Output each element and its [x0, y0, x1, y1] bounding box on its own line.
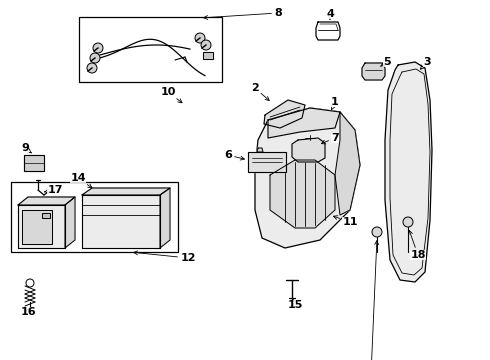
- Bar: [203, 52, 213, 59]
- Polygon shape: [11, 182, 178, 252]
- Polygon shape: [203, 52, 213, 59]
- Polygon shape: [257, 148, 263, 152]
- Bar: [79, 17, 222, 82]
- Text: 7: 7: [321, 133, 339, 144]
- Polygon shape: [82, 195, 160, 248]
- Polygon shape: [362, 63, 385, 80]
- Polygon shape: [255, 108, 360, 248]
- Polygon shape: [248, 152, 286, 172]
- Text: 4: 4: [326, 9, 334, 19]
- Polygon shape: [24, 155, 44, 171]
- Bar: [42, 213, 50, 218]
- Polygon shape: [292, 138, 325, 162]
- Bar: [11, 182, 178, 252]
- Circle shape: [87, 63, 97, 73]
- Text: 10: 10: [160, 87, 182, 103]
- Text: 9: 9: [21, 143, 31, 153]
- Text: 14: 14: [70, 173, 92, 188]
- Polygon shape: [22, 210, 52, 244]
- Polygon shape: [18, 197, 75, 205]
- Text: 11: 11: [334, 216, 358, 227]
- Polygon shape: [79, 17, 222, 82]
- Text: 3: 3: [420, 57, 431, 69]
- Text: 2: 2: [251, 83, 269, 100]
- Circle shape: [195, 33, 205, 43]
- Text: 6: 6: [224, 150, 245, 160]
- Bar: [24, 155, 44, 171]
- Text: 13: 13: [352, 241, 379, 360]
- Circle shape: [372, 227, 382, 237]
- Polygon shape: [268, 108, 340, 138]
- Text: 1: 1: [331, 97, 339, 110]
- Polygon shape: [42, 213, 50, 218]
- Polygon shape: [335, 112, 360, 215]
- Text: 17: 17: [45, 185, 63, 195]
- Circle shape: [201, 40, 211, 50]
- Polygon shape: [82, 188, 170, 195]
- Polygon shape: [385, 62, 432, 282]
- Polygon shape: [18, 205, 65, 248]
- Circle shape: [90, 53, 100, 63]
- Text: 18: 18: [409, 230, 426, 260]
- Text: 16: 16: [20, 307, 36, 317]
- Bar: [248, 152, 286, 172]
- Text: 5: 5: [381, 57, 391, 67]
- Polygon shape: [160, 188, 170, 248]
- Text: 12: 12: [134, 251, 196, 263]
- Text: 15: 15: [287, 299, 303, 310]
- Text: 8: 8: [204, 8, 282, 19]
- Polygon shape: [270, 160, 335, 228]
- Polygon shape: [264, 100, 305, 128]
- Polygon shape: [65, 197, 75, 248]
- Circle shape: [93, 43, 103, 53]
- Circle shape: [403, 217, 413, 227]
